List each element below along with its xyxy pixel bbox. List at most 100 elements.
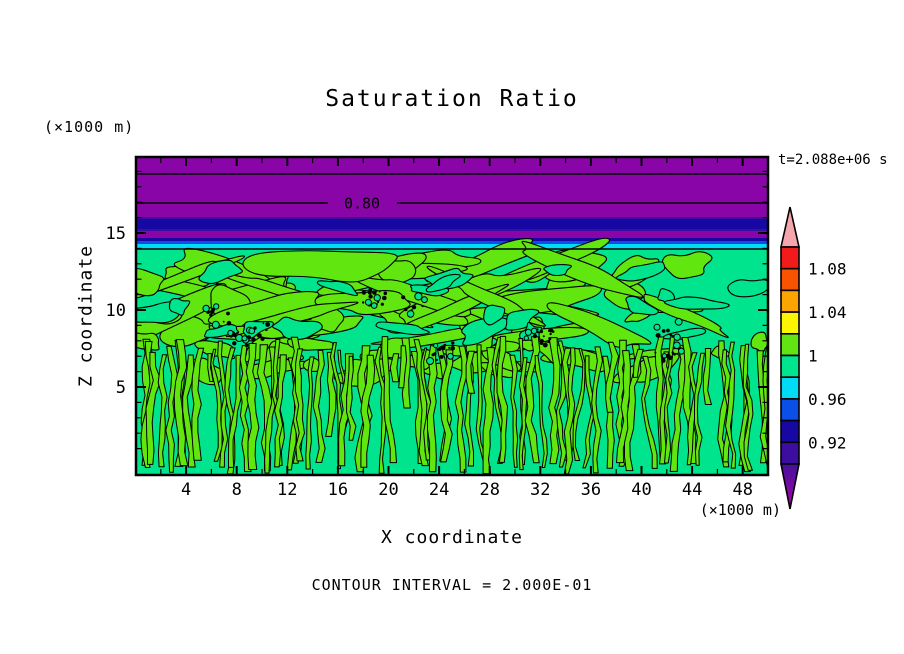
time-annotation: t=2.088e+06 s (778, 152, 888, 168)
contour-speckle (367, 290, 372, 295)
contour-finger (591, 346, 604, 474)
contour-speckle (439, 354, 444, 359)
contour-speckle (210, 309, 215, 314)
contour-speckle (380, 302, 384, 306)
contour-speckle (448, 346, 451, 349)
x-axis-title: X coordinate (380, 527, 524, 548)
fill-band (137, 241, 767, 244)
contour-hole (375, 321, 430, 336)
x-tick-label: 16 (328, 480, 348, 500)
contour-finger (346, 355, 357, 441)
contour-speckle (433, 352, 437, 356)
colorbar-box (780, 376, 800, 400)
colorbar-box (780, 267, 800, 292)
colorbar-over-arrow (780, 206, 800, 248)
contour-ring (373, 294, 381, 302)
contour-speckle (262, 322, 265, 325)
contour-ring (653, 323, 661, 331)
contour-speckle (668, 356, 672, 361)
contour-finger (274, 354, 287, 468)
contour-ring (211, 320, 220, 329)
contour-speckle (260, 336, 265, 341)
contour-ring (202, 304, 210, 313)
contour-speckle (361, 290, 366, 295)
contour-hole (168, 298, 191, 316)
contour-speckle (377, 301, 380, 304)
contour-ring (248, 327, 256, 335)
contour-speckle (435, 358, 438, 361)
colorbar-box (780, 398, 800, 422)
contour-line-label: 0.80 (344, 195, 380, 213)
contour-ring (364, 298, 372, 306)
contour-finger (548, 337, 561, 465)
contour-speckle (209, 313, 213, 317)
contour-speckle (411, 305, 417, 310)
contour-speckle (671, 351, 674, 354)
contour-finger (759, 342, 767, 466)
contour-speckle (450, 346, 456, 351)
contour-speckle (232, 341, 237, 346)
contour-speckle (382, 295, 387, 301)
contour-finger (217, 340, 229, 468)
contour-ring (524, 328, 533, 336)
colorbar-label: 1.08 (808, 260, 847, 279)
fill-band (137, 217, 767, 219)
contour-speckle (656, 333, 661, 337)
contour-finger (294, 348, 306, 462)
contour-speckle (222, 320, 225, 323)
plot-frame (134, 155, 770, 477)
x-tick-label: 40 (631, 480, 651, 500)
contour-finger (173, 339, 189, 467)
contour-speckle (251, 337, 256, 342)
x-tick-label: 28 (479, 480, 499, 500)
contour-speckle (236, 331, 239, 335)
fill-band (137, 244, 767, 249)
contour-speckle (421, 305, 424, 308)
colorbar-box (780, 289, 800, 313)
contour-finger (389, 353, 400, 383)
colorbar-label: 1.04 (808, 303, 847, 322)
contour-finger (465, 350, 476, 394)
fill-band (137, 229, 767, 231)
contour-speckle (362, 301, 365, 304)
contour-finger (157, 354, 168, 468)
contour-finger (496, 335, 509, 463)
fill-band (137, 219, 767, 229)
contour-blob (137, 267, 165, 297)
contour-blob (643, 293, 729, 339)
contour-ring (678, 347, 685, 355)
contour-hole (727, 279, 767, 298)
contour-speckle (401, 295, 406, 300)
contour-finger (702, 348, 713, 405)
colorbar-label: 0.92 (808, 433, 847, 452)
contour-hole (505, 308, 540, 331)
contour-hole (271, 316, 323, 340)
contour-speckle (226, 311, 230, 316)
contour-ring (673, 333, 681, 341)
contour-finger (398, 345, 408, 389)
contour-hole (663, 296, 730, 310)
colorbar-box (780, 246, 800, 270)
contour-finger (742, 343, 754, 471)
contour-hole (615, 261, 666, 282)
contour-finger (374, 346, 387, 474)
contour-finger (724, 341, 737, 469)
contour-speckle (441, 345, 446, 351)
contour-finger (312, 349, 326, 463)
contour-finger (509, 354, 519, 468)
colorbar-label: 0.96 (808, 390, 847, 409)
colorbar-box (780, 354, 800, 379)
contour-speckle (404, 307, 408, 312)
x-tick-label: 4 (181, 480, 191, 500)
contour-ring (227, 329, 234, 337)
contour-speckle (539, 329, 544, 334)
contour-speckle (265, 328, 268, 332)
contour-finger (245, 343, 260, 470)
x-tick-label: 12 (277, 480, 297, 500)
contour-ring (523, 335, 529, 341)
contour-finger (439, 349, 454, 463)
contour-hole (483, 304, 506, 326)
fill-band (137, 231, 767, 238)
contour-finger (663, 336, 676, 464)
contour-speckle (654, 351, 657, 354)
